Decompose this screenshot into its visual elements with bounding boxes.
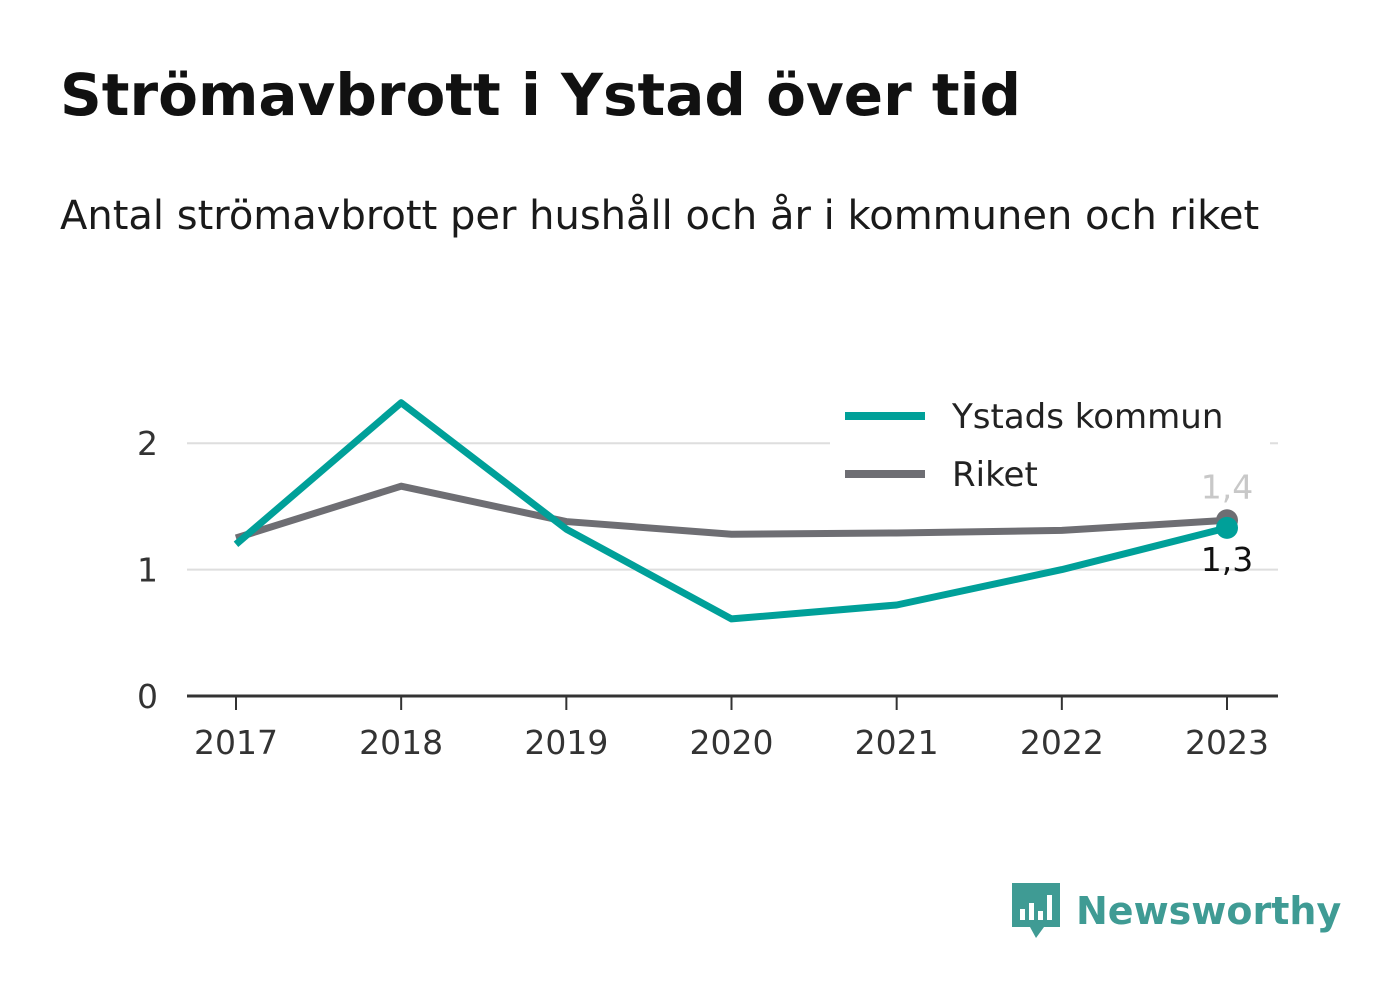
y-tick-label: 0 [137,677,158,716]
legend-background [830,392,1270,504]
x-axis: 2017 2018 2019 2020 2021 2022 2023 [187,694,1278,762]
series-line [234,482,1228,542]
x-tick-label: 2022 [1020,723,1104,762]
chart-subtitle: Antal strömavbrott per hushåll och år i … [60,193,1260,239]
x-tick-label: 2021 [855,723,939,762]
chart-title: Strömavbrott i Ystad över tid [60,61,1022,129]
x-tick-label: 2018 [359,723,443,762]
series-lines [233,399,1238,623]
y-axis: 0 1 2 [137,424,158,716]
newsworthy-icon [1012,883,1060,938]
data-labels: 1,3 1,4 [1201,467,1253,579]
end-point [1216,516,1238,539]
brand-name: Newsworthy [1076,889,1342,933]
newsworthy-logo: Newsworthy [1010,880,1341,942]
x-tick-label: 2017 [194,723,278,762]
legend-entry: Riket [952,455,1038,495]
legend-entry: Ystads kommun [951,397,1223,437]
legend: Ystads kommun Riket [830,392,1270,504]
y-tick-label: 1 [137,551,158,590]
x-tick-label: 2023 [1185,723,1269,762]
x-tick-label: 2019 [524,723,608,762]
y-tick-label: 2 [137,424,158,463]
x-tick-label: 2020 [690,723,774,762]
end-value-label: 1,4 [1201,467,1253,506]
end-value-label: 1,3 [1201,540,1253,579]
series-line [233,399,1228,623]
